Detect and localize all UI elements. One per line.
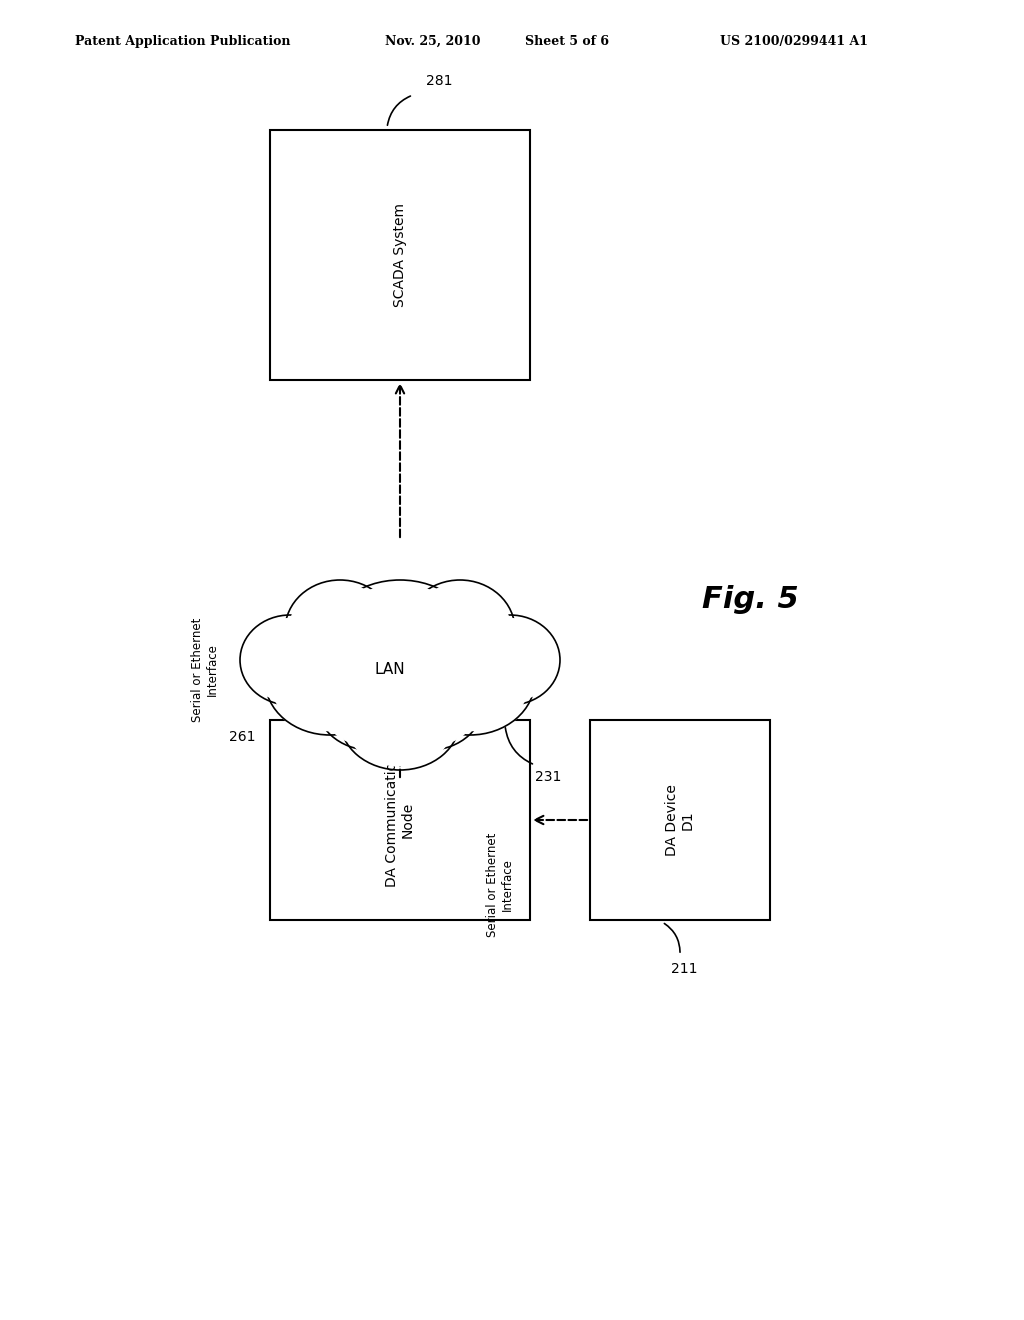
Ellipse shape [244, 619, 336, 701]
Text: 211: 211 [671, 962, 697, 975]
Ellipse shape [265, 624, 395, 735]
Ellipse shape [319, 653, 421, 746]
Ellipse shape [270, 630, 390, 730]
Ellipse shape [380, 653, 480, 746]
Text: DA Communication
Node: DA Communication Node [385, 754, 415, 887]
Ellipse shape [411, 630, 529, 730]
Ellipse shape [460, 615, 560, 705]
Ellipse shape [375, 649, 485, 750]
Ellipse shape [285, 579, 395, 680]
Text: Nov. 25, 2010: Nov. 25, 2010 [385, 36, 480, 48]
Text: DA Device
D1: DA Device D1 [665, 784, 695, 855]
Text: 231: 231 [535, 770, 561, 784]
Ellipse shape [464, 619, 556, 701]
Text: Serial or Ethernet
Interface: Serial or Ethernet Interface [191, 618, 219, 722]
Ellipse shape [290, 583, 390, 676]
Ellipse shape [240, 615, 340, 705]
Text: Serial or Ethernet
Interface: Serial or Ethernet Interface [486, 833, 514, 937]
Text: Patent Application Publication: Patent Application Publication [75, 36, 291, 48]
Text: SCADA System: SCADA System [393, 203, 407, 308]
FancyBboxPatch shape [270, 129, 530, 380]
FancyBboxPatch shape [270, 719, 530, 920]
Ellipse shape [406, 624, 535, 735]
Text: US 2100/0299441 A1: US 2100/0299441 A1 [720, 36, 868, 48]
Ellipse shape [315, 649, 425, 750]
Text: Fig. 5: Fig. 5 [701, 586, 799, 615]
Ellipse shape [345, 675, 456, 766]
Text: LAN: LAN [375, 663, 406, 677]
Ellipse shape [325, 579, 475, 700]
Ellipse shape [331, 585, 469, 696]
Ellipse shape [406, 579, 515, 680]
Text: 261: 261 [228, 730, 255, 744]
Text: Sheet 5 of 6: Sheet 5 of 6 [525, 36, 609, 48]
FancyBboxPatch shape [590, 719, 770, 920]
Ellipse shape [340, 671, 460, 770]
Text: 281: 281 [426, 74, 453, 88]
Ellipse shape [410, 583, 511, 676]
